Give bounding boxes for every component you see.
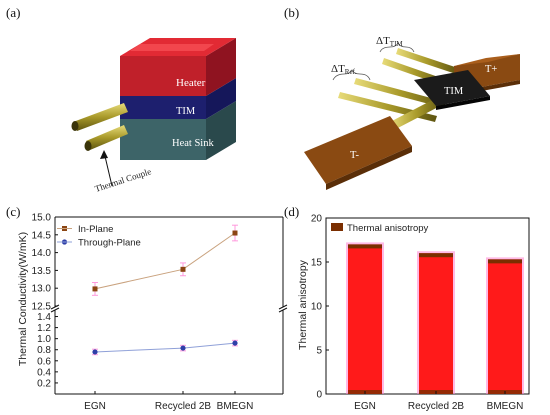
y-tick-label: 20 (311, 214, 323, 225)
y-tick-label: 0.6 (37, 356, 51, 367)
axis-break-mark-left-2 (50, 307, 60, 313)
thermocouple-rod-upper (71, 103, 128, 131)
through-plane-series-line (94, 342, 236, 353)
panel-d-legend: Thermal anisotropy (331, 223, 429, 234)
x-tick-label: EGN (354, 401, 376, 412)
panel-d-y-axis-label: Thermal anisotropy (297, 259, 309, 350)
rod-tim-2 (396, 48, 458, 74)
y-tick-label: 0.8 (37, 345, 51, 356)
legend-label-thermal-anisotropy: Thermal anisotropy (347, 223, 429, 234)
tim-layer-side (206, 78, 236, 119)
x-tick-label: Recycled 2B (408, 401, 464, 412)
delta-t-ref-label: ΔTRef. (331, 63, 357, 76)
block-t-minus (304, 116, 412, 184)
bar (348, 244, 382, 394)
block-tim (414, 70, 490, 106)
in-plane-point (180, 266, 186, 272)
y-tick-label: 0 (316, 390, 322, 401)
layer-label-heat-sink: Heat Sink (172, 138, 214, 149)
delta-t-tim-label: ΔTTIM (376, 35, 403, 48)
y-tick-label: 1.0 (37, 334, 51, 345)
in-plane-point (232, 230, 238, 236)
panel-d-label: (d) (284, 204, 299, 219)
axis-break-mark-right-2 (278, 307, 288, 313)
block-t-plus-top (454, 54, 520, 66)
brace-tim (379, 42, 415, 53)
panel-a-label: (a) (6, 5, 20, 20)
panel-c-legend: In-Plane Through-Plane (57, 224, 141, 249)
heater-front (120, 56, 206, 96)
t-plus-label: T+ (485, 64, 497, 75)
panel-c-series (92, 224, 238, 356)
tim-layer-front (120, 96, 206, 119)
y-tick-label: 1.2 (37, 323, 51, 334)
x-tick-label: Recycled 2B (155, 401, 211, 412)
y-tick-label: 5 (316, 346, 322, 357)
panel-b-label: (b) (284, 5, 299, 20)
y-tick-label: 0.2 (37, 378, 51, 389)
y-tick-label: 13.5 (32, 266, 52, 277)
y-tick-label: 0.4 (37, 367, 51, 378)
layer-label-heater: Heater (176, 77, 206, 89)
in-plane-point (92, 286, 98, 292)
heat-sink-side (206, 101, 236, 160)
y-tick-label: 12.5 (32, 302, 52, 313)
y-tick-label: 15.0 (32, 213, 52, 224)
t-minus-label: T- (350, 150, 359, 161)
panel-d: (d) Thermal anisotropy 0 5 10 15 20 EGN Recycl… (284, 204, 530, 413)
y-tick-label: 1.4 (37, 312, 51, 323)
panel-c-plot-frame (50, 216, 288, 395)
panel-c-label: (c) (6, 204, 20, 219)
y-tick-label: 10 (311, 302, 323, 313)
legend-label-through-plane: Through-Plane (78, 238, 141, 249)
tim-block-label: TIM (444, 86, 464, 97)
y-tick-label: 13.0 (32, 284, 52, 295)
through-plane-point (232, 340, 238, 346)
axis-break-mark-right-1 (278, 304, 288, 310)
bar-top-edge (419, 253, 453, 258)
bar-top-edge (348, 244, 382, 249)
panel-c: (c) Thermal Conductivity(W/mK) 12.5 13.0 1… (6, 204, 288, 413)
heater-side (206, 38, 236, 96)
heat-sink-front (120, 119, 206, 160)
panel-a: (a) Heater TIM Heat Sink (6, 5, 236, 194)
through-plane-point (92, 349, 98, 355)
x-tick-label: BMEGN (217, 401, 254, 412)
legend-label-in-plane: In-Plane (78, 224, 113, 235)
through-plane-point (180, 345, 186, 351)
x-tick-label: BMEGN (487, 401, 524, 412)
panel-d-ticks: 0 5 10 15 20 EGN Recycled 2B BMEGN (311, 214, 523, 413)
panel-c-y-axis-label: Thermal Conductivity(W/mK) (17, 232, 29, 366)
y-tick-label: 15 (311, 258, 323, 269)
y-tick-label: 14.0 (32, 248, 52, 259)
x-tick-label: EGN (84, 401, 106, 412)
block-t-minus-edge (326, 146, 412, 190)
legend-swatch-thermal-anisotropy (331, 223, 343, 231)
bar-top-edge (488, 259, 522, 264)
arrow-head (100, 150, 108, 159)
bar (419, 253, 453, 394)
stack-3d-illustration: Heater TIM Heat Sink Thermal Couple (71, 38, 236, 194)
layer-label-tim: TIM (176, 106, 196, 117)
thermocouple-rod-lower (84, 125, 128, 151)
thermal-couple-label: Thermal Couple (94, 166, 153, 194)
rod-ref-2 (354, 78, 446, 108)
panel-d-bars (346, 242, 524, 394)
panel-c-ticks: 12.513.013.514.014.515.00.20.40.60.81.01… (32, 213, 254, 413)
heater-top-highlight (130, 44, 214, 51)
setup-illustration: ΔTRef. ΔTTIM T+ TIM T- (304, 35, 520, 190)
block-tim-edge (436, 96, 490, 110)
y-tick-label: 14.5 (32, 230, 52, 241)
bar (488, 259, 522, 394)
connecting-rod (390, 96, 444, 130)
brace-ref (332, 69, 371, 81)
panel-b: (b) ΔTRef. ΔTTIM T+ TIM T (284, 5, 520, 190)
